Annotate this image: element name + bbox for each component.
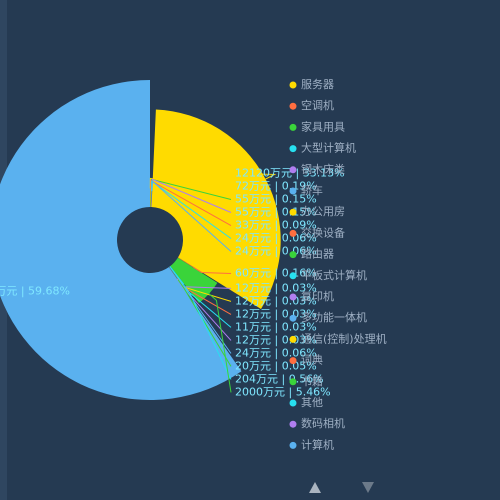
data-label: 204万元 | 0.56%: [235, 372, 324, 385]
data-label: 33万元 | 0.09%: [235, 219, 317, 232]
legend-label: 数码相机: [301, 416, 345, 430]
legend-marker: [289, 208, 297, 216]
legend-label: 钢木床类: [301, 162, 345, 176]
legend-marker: [289, 420, 297, 428]
slice: [150, 189, 152, 208]
legend-marker: [289, 166, 297, 174]
slice: [150, 191, 152, 208]
label-line: [230, 173, 277, 180]
slice: [168, 266, 178, 280]
label-line: [151, 180, 232, 252]
legend-label: 书籍: [301, 374, 323, 388]
label-line: [150, 180, 232, 239]
legend-label: 多功能一体机: [301, 310, 367, 324]
legend-marker: [289, 251, 297, 259]
data-label: 12万元 | 0.03%: [235, 333, 317, 346]
legend-label: 家具用具: [301, 119, 345, 133]
legend-marker: [289, 229, 297, 237]
data-label: 20万元 | 0.05%: [235, 359, 317, 372]
legend-label: 办公用房: [301, 205, 345, 218]
data-label: 55万元 | 0.15%: [235, 193, 317, 206]
legend-marker: [289, 378, 297, 386]
legend-marker: [289, 335, 297, 343]
slice: [170, 257, 218, 303]
data-label: 55万元 | 0.15%: [235, 206, 317, 219]
label-line: [192, 266, 232, 275]
legend-marker: [289, 441, 297, 449]
label-line: [150, 179, 232, 226]
legend-marker: [289, 357, 297, 365]
slice: [150, 188, 151, 208]
legend-label: 空调机: [301, 98, 334, 112]
legend-label: 平板式计算机: [301, 268, 367, 282]
data-label: 2000万元 | 5.46%: [235, 385, 331, 398]
slice: [169, 266, 178, 279]
slice: [169, 266, 185, 286]
data-label: 12120万元 | 33.13%: [235, 167, 345, 180]
legend-marker: [289, 187, 297, 195]
label-line: [0, 290, 75, 293]
legend-marker: [289, 81, 297, 89]
data-label: 24万元 | 0.06%: [235, 346, 317, 359]
legend: 服务器空调机家具用具大型计算机钢木床类轿车办公用房交换设备路由器平板式计算机复印…: [289, 78, 387, 451]
legend-label: 其他: [301, 396, 323, 409]
legend-marker: [289, 399, 297, 407]
legend-label: 大型计算机: [301, 141, 356, 155]
label-line: [177, 279, 232, 367]
data-label: 24万元 | 0.06%: [235, 232, 317, 245]
legend-label: 交换设备: [301, 225, 345, 239]
legend-page-up[interactable]: [309, 482, 321, 493]
data-label: 12万元 | 0.03%: [235, 281, 317, 294]
slice: [0, 80, 242, 400]
legend-marker: [289, 123, 297, 131]
legend-marker: [289, 314, 297, 322]
slice: [151, 189, 153, 208]
legend-label: 词典: [301, 353, 323, 367]
slice: [151, 191, 153, 208]
legend-marker: [289, 293, 297, 301]
slice: [169, 266, 178, 279]
legend-label: 路由器: [301, 247, 334, 261]
label-line: [208, 293, 232, 393]
data-label: 21833万元 | 59.68%: [0, 285, 70, 298]
legend-label: 轿车: [301, 183, 323, 197]
legend-label: 通信(控制)处理机: [301, 331, 387, 345]
slice: [177, 257, 194, 268]
data-label: 11万元 | 0.03%: [235, 320, 317, 333]
legend-marker: [289, 145, 297, 153]
legend-label: 复印机: [301, 289, 334, 303]
legend-marker: [289, 102, 297, 110]
slice: [169, 266, 179, 280]
legend-label: 服务器: [301, 78, 334, 91]
slice: [151, 109, 281, 309]
slice: [168, 267, 178, 280]
legend-label: 计算机: [301, 437, 334, 451]
data-label: 72万元 | 0.19%: [235, 180, 317, 193]
slice: [168, 267, 178, 279]
legend-page-down[interactable]: [362, 482, 374, 493]
slice: [169, 266, 178, 279]
label-line: [183, 284, 232, 380]
slices: [0, 80, 281, 400]
legend-marker: [289, 272, 297, 280]
